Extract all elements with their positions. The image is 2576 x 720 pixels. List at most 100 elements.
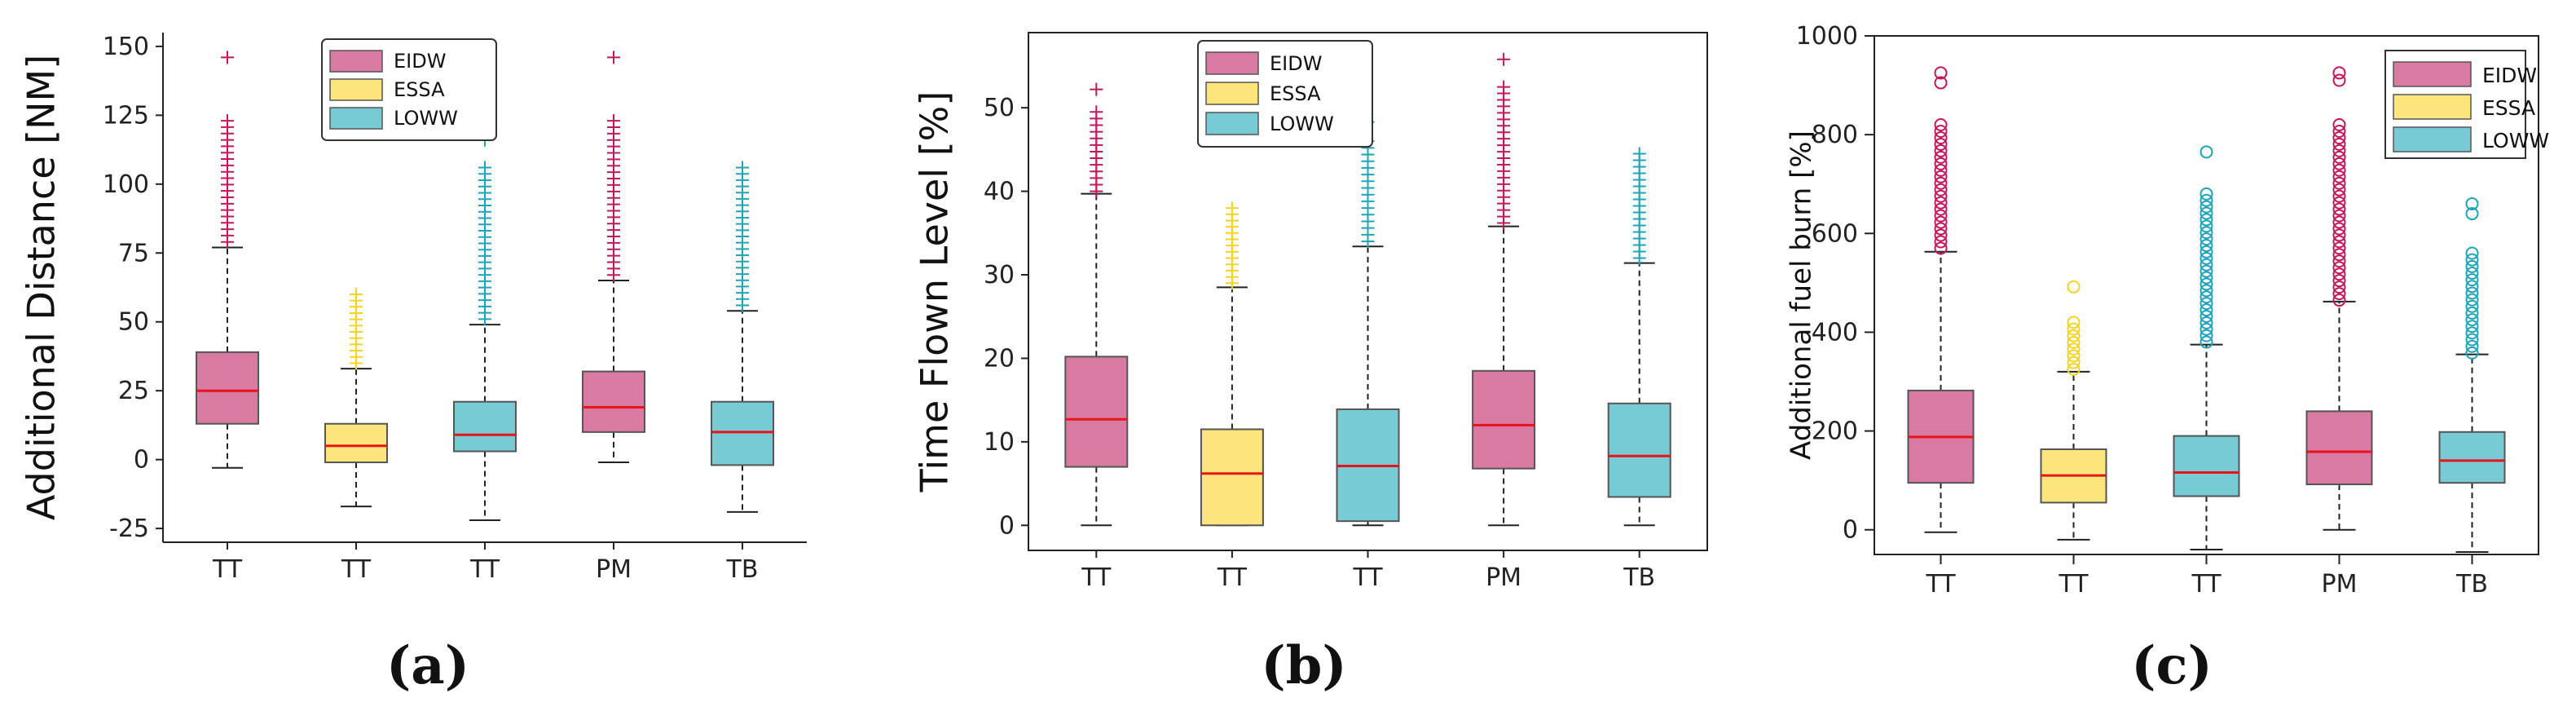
- outliers: [2465, 197, 2479, 360]
- outlier-point: [2067, 280, 2081, 294]
- legend-swatch-essa: [1205, 82, 1259, 105]
- outlier-point: [1934, 209, 1948, 223]
- iqr-box: [196, 351, 259, 425]
- outlier-point: [2332, 183, 2346, 197]
- outlier-point: [2332, 267, 2346, 281]
- box-1: TT: [1907, 66, 1975, 599]
- panel-letter: (b): [1261, 635, 1346, 696]
- outlier-point: [2332, 209, 2346, 223]
- outlier-point: [1934, 66, 1948, 80]
- x-tick-label: TT: [1217, 563, 1248, 592]
- y-tick-label: 40: [984, 178, 1015, 206]
- iqr-box: [2438, 431, 2506, 484]
- legend-swatch-essa: [329, 78, 383, 101]
- outlier-point: [2067, 356, 2081, 369]
- y-tick-label: 0: [1843, 516, 1858, 545]
- outliers: [736, 161, 749, 312]
- x-tick-label: PM: [2322, 570, 2358, 599]
- outlier-point: [2465, 273, 2479, 287]
- legend: EIDW ESSA LOWW: [321, 38, 497, 141]
- iqr-box: [1064, 356, 1129, 468]
- outlier-point: [2465, 253, 2479, 267]
- outlier-point: [2200, 322, 2213, 336]
- outlier-point: [607, 114, 620, 128]
- outlier-point: [2200, 277, 2213, 291]
- y-tick-label: 25: [118, 377, 149, 405]
- legend-swatch-eidw: [1205, 51, 1259, 75]
- legend: EIDW ESSA LOWW: [1197, 40, 1373, 148]
- outlier-point: [2332, 66, 2346, 80]
- outlier-point: [1934, 241, 1948, 255]
- outlier-point: [1934, 124, 1948, 138]
- legend-label-eidw: EIDW: [1270, 52, 1322, 75]
- y-tick-label: 0: [134, 446, 149, 475]
- box-5: TB: [1607, 147, 1671, 592]
- outlier-point: [1934, 170, 1948, 183]
- outliers: [1632, 147, 1646, 265]
- x-tick-label: TT: [469, 555, 500, 584]
- outlier-point: [2332, 137, 2346, 151]
- y-tick-label: -25: [109, 515, 149, 543]
- legend-label-eidw: EIDW: [2482, 64, 2537, 87]
- outlier-point: [2465, 306, 2479, 320]
- outlier-point: [2465, 266, 2479, 280]
- outliers: [607, 51, 620, 282]
- outlier-point: [2200, 226, 2213, 240]
- outlier-point: [2200, 239, 2213, 253]
- box-5: TB: [711, 161, 774, 584]
- outlier-point: [1934, 196, 1948, 210]
- outlier-point: [2332, 222, 2346, 236]
- box-2: TT: [324, 287, 388, 584]
- y-tick-label: 30: [984, 261, 1015, 289]
- outlier-point: [1934, 163, 1948, 177]
- outlier-point: [2332, 124, 2346, 138]
- outlier-point: [2465, 280, 2479, 294]
- outlier-point: [2067, 322, 2081, 336]
- iqr-box: [2305, 410, 2373, 485]
- outlier-point: [2332, 157, 2346, 170]
- outlier-point: [2332, 280, 2346, 294]
- outlier-point: [2067, 329, 2081, 342]
- outlier-point: [2332, 287, 2346, 301]
- outliers: [2200, 145, 2213, 349]
- outlier-point: [2465, 197, 2479, 210]
- legend-swatch-eidw: [2393, 61, 2472, 87]
- y-tick-label: 125: [103, 101, 149, 130]
- legend-label-loww: LOWW: [394, 107, 458, 130]
- outlier-point: [2332, 144, 2346, 157]
- outlier-point: [2200, 251, 2213, 265]
- legend-label-loww: LOWW: [1270, 113, 1334, 135]
- outlier-point: [1497, 80, 1511, 94]
- panel-letter: (c): [2131, 635, 2213, 696]
- outlier-point: [2332, 150, 2346, 164]
- outlier-point: [2465, 333, 2479, 347]
- outlier-point: [478, 161, 491, 174]
- y-tick-label: 50: [118, 308, 149, 337]
- box-2: TT: [2040, 280, 2107, 599]
- outlier-point: [2332, 215, 2346, 229]
- iqr-box: [1200, 428, 1264, 527]
- box-1: TT: [1064, 82, 1129, 592]
- outlier-point: [2200, 245, 2213, 258]
- outlier-point: [2465, 293, 2479, 307]
- outlier-point: [2332, 274, 2346, 288]
- outlier-point: [350, 287, 363, 301]
- outlier-point: [1934, 215, 1948, 229]
- legend-label-eidw: EIDW: [394, 50, 446, 73]
- outlier-point: [2332, 176, 2346, 190]
- iqr-box: [582, 370, 645, 433]
- outlier-point: [2332, 163, 2346, 177]
- outlier-point: [2200, 258, 2213, 272]
- outlier-point: [1090, 82, 1103, 96]
- x-tick-label: TT: [1352, 563, 1383, 592]
- y-tick-label: 1000: [1796, 22, 1858, 51]
- outlier-point: [1934, 144, 1948, 157]
- outlier-point: [221, 114, 234, 128]
- box-4: PM: [582, 51, 645, 584]
- outlier-point: [2332, 241, 2346, 255]
- box-3: TT: [2173, 145, 2240, 599]
- outlier-point: [2200, 193, 2213, 207]
- box-2: TT: [1200, 201, 1264, 592]
- legend-label-essa: ESSA: [394, 78, 445, 101]
